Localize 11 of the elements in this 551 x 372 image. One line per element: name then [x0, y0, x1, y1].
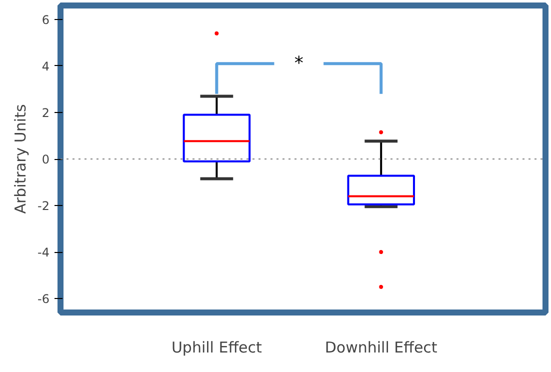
y-tick-label: 4	[42, 59, 50, 74]
y-tick-label: -4	[38, 246, 50, 260]
y-tick-label: -2	[38, 199, 50, 214]
y-tick-label: 2	[42, 106, 50, 120]
y-tick-label: 0	[42, 152, 50, 166]
y-tick-label: -6	[38, 292, 50, 306]
y-tick-label: 6	[42, 12, 50, 27]
y-axis-title: Arbitrary Units	[12, 104, 30, 214]
x-tick-label: Downhill Effect	[324, 338, 438, 356]
annotation: *	[294, 53, 304, 74]
x-tick-label: Uphill Effect	[171, 338, 262, 356]
